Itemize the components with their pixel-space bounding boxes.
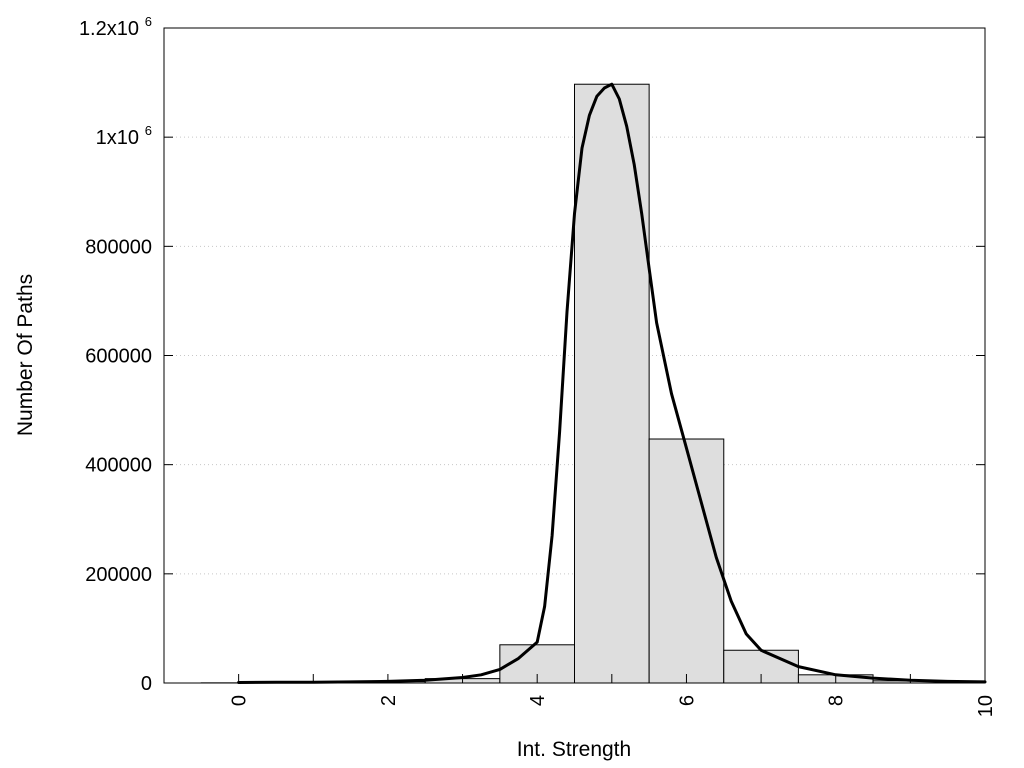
x-tick-label: 10 — [975, 695, 997, 717]
y-tick-label: 200000 — [85, 564, 152, 586]
y-tick-label: 1x10 — [96, 127, 139, 149]
x-tick-label: 8 — [826, 695, 848, 706]
y-tick-label-exponent: 6 — [145, 123, 152, 138]
x-tick-label: 4 — [527, 695, 549, 706]
y-axis-title: Number Of Paths — [14, 274, 37, 436]
grid-lines — [164, 136, 985, 575]
histogram-bar — [648, 438, 725, 684]
histogram-bars — [200, 83, 986, 684]
x-tick-label: 0 — [229, 695, 251, 706]
y-tick-label: 800000 — [85, 236, 152, 258]
y-tick-label: 400000 — [85, 455, 152, 477]
fit-curve-line — [237, 82, 987, 684]
y-tick-label: 600000 — [85, 346, 152, 368]
y-tick-label-exponent: 6 — [145, 14, 152, 29]
x-tick-label: 2 — [378, 695, 400, 706]
y-tick-label: 0 — [141, 673, 152, 695]
x-tick-label: 6 — [676, 695, 698, 706]
y-tick-label: 1.2x10 — [79, 18, 139, 40]
axis-ticks: 0 200000 400000 600000 800000 1x10 6 1.2x10 6 0 2 4… — [79, 14, 997, 717]
histogram-bar — [574, 83, 650, 684]
fit-curve — [237, 82, 987, 684]
x-axis-title: Int. Strength — [517, 738, 631, 761]
